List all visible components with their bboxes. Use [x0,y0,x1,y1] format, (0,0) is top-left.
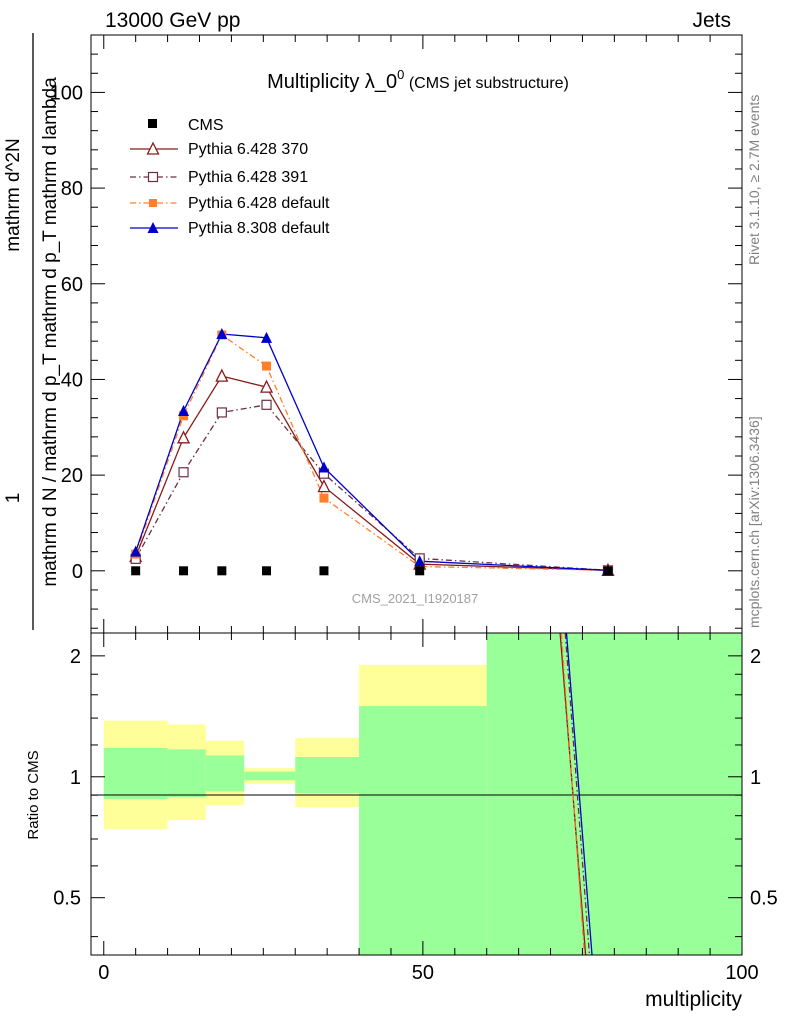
legend-marker-cms [148,119,157,128]
chart-title: Multiplicity λ_00 (CMS jet substructure) [267,67,569,93]
ratio-band-inner [486,633,742,955]
ratio-band-inner [244,771,296,781]
ratio-y-label: Ratio to CMS [25,750,42,839]
ratio-series-layer [559,632,593,956]
y-label-numerator-one: 1 [3,493,24,504]
y-label-dn: mathrm d^2N [3,138,24,251]
y-tick-label: 60 [61,274,83,296]
ratio-line-py8-default [565,632,593,956]
rivet-version-label: Rivet 3.1.10, ≥ 2.7M events [746,95,762,265]
x-axis-ticks: 0 50 100 [98,633,759,984]
ratio-line-py6-370 [559,632,587,956]
ratio-band-inner [103,747,168,800]
ratio-tick-label-right: 2 [750,646,761,668]
analysis-watermark: CMS_2021_I1920187 [352,591,479,606]
legend-marker-py6-391 [147,171,159,183]
data-point-cms [217,566,227,576]
data-point-cms [179,566,189,576]
data-point-py6-370 [259,379,274,393]
data-point-py8-default [216,328,228,339]
ratio-tick-label-left: 1 [70,767,81,789]
series-line-py6-391 [135,404,609,571]
data-point-py8-default [261,331,273,343]
data-point-py8-default [318,461,330,473]
data-point-py6-370 [176,430,191,444]
y-tick-label: 0 [72,561,83,583]
data-point-py6-370 [317,479,331,493]
y-tick-label: 80 [61,178,83,200]
y-tick-label: 40 [61,369,83,391]
x-axis-label: multiplicity [645,988,742,1011]
series-line-py8-default [135,333,609,571]
data-point-cms [415,566,425,576]
x-tick-label: 0 [98,962,109,984]
legend-label-py6-391: Pythia 6.428 391 [188,169,308,186]
legend-label-py6-default: Pythia 6.428 default [188,195,330,212]
series-line-py6-default [135,334,609,571]
legend-marker-py6-default [149,199,157,207]
data-point-py6-default [319,493,329,503]
data-point-py6-391 [216,407,227,418]
ratio-tick-label-left: 2 [70,646,81,668]
legend-marker-py6-370 [146,141,160,155]
ratio-plot-frame [90,632,743,956]
ratio-band-inner [359,706,487,955]
legend: CMS Pythia 6.428 370 Pythia 6.428 391 Py… [130,117,330,237]
ratio-uncertainty-bands [103,633,742,955]
data-point-py6-default [262,361,272,371]
data-point-cms [131,566,141,576]
data-point-cms [319,566,329,576]
main-axis-ticks: 0 20 40 60 80 100 [50,34,743,633]
header-right-label: Jets [692,9,731,32]
data-point-py6-391 [261,399,272,410]
mcplots-label: mcplots.cern.ch [arXiv:1306.3436] [746,416,762,628]
y-tick-label: 20 [61,465,83,487]
x-tick-label: 100 [725,962,758,984]
ratio-tick-label-right: 0.5 [750,888,778,910]
ratio-band-inner [167,749,206,798]
header-left-label: 13000 GeV pp [105,9,240,32]
data-point-py6-370 [215,368,229,382]
ratio-band-inner [295,757,360,794]
y-label-denominator: mathrm d N / mathrm d p_T mathrm d p_T m… [40,77,61,587]
main-y-axis-label: 1 mathrm d N / mathrm d p_T mathrm d p_T… [3,33,61,630]
x-tick-label: 50 [412,962,434,984]
legend-marker-py8-default [147,222,159,233]
data-point-py8-default [178,405,190,417]
series-line-py6-370 [135,375,609,571]
main-series-layer [129,328,615,576]
data-point-cms [262,566,272,576]
data-point-py8-default [130,545,142,557]
data-point-py8-default [414,555,426,567]
legend-label-cms: CMS [188,117,224,134]
ratio-tick-label-left: 0.5 [53,888,81,910]
data-point-py6-391 [178,467,189,478]
legend-label-py8-default: Pythia 8.308 default [188,220,330,237]
ratio-axis-ticks: 0.5 0.5 1 1 2 2 [53,646,778,938]
ratio-tick-label-right: 1 [750,767,761,789]
ratio-band-inner [205,755,245,792]
y-tick-label: 100 [50,82,83,104]
legend-label-py6-370: Pythia 6.428 370 [188,141,308,158]
data-point-cms [603,566,613,576]
